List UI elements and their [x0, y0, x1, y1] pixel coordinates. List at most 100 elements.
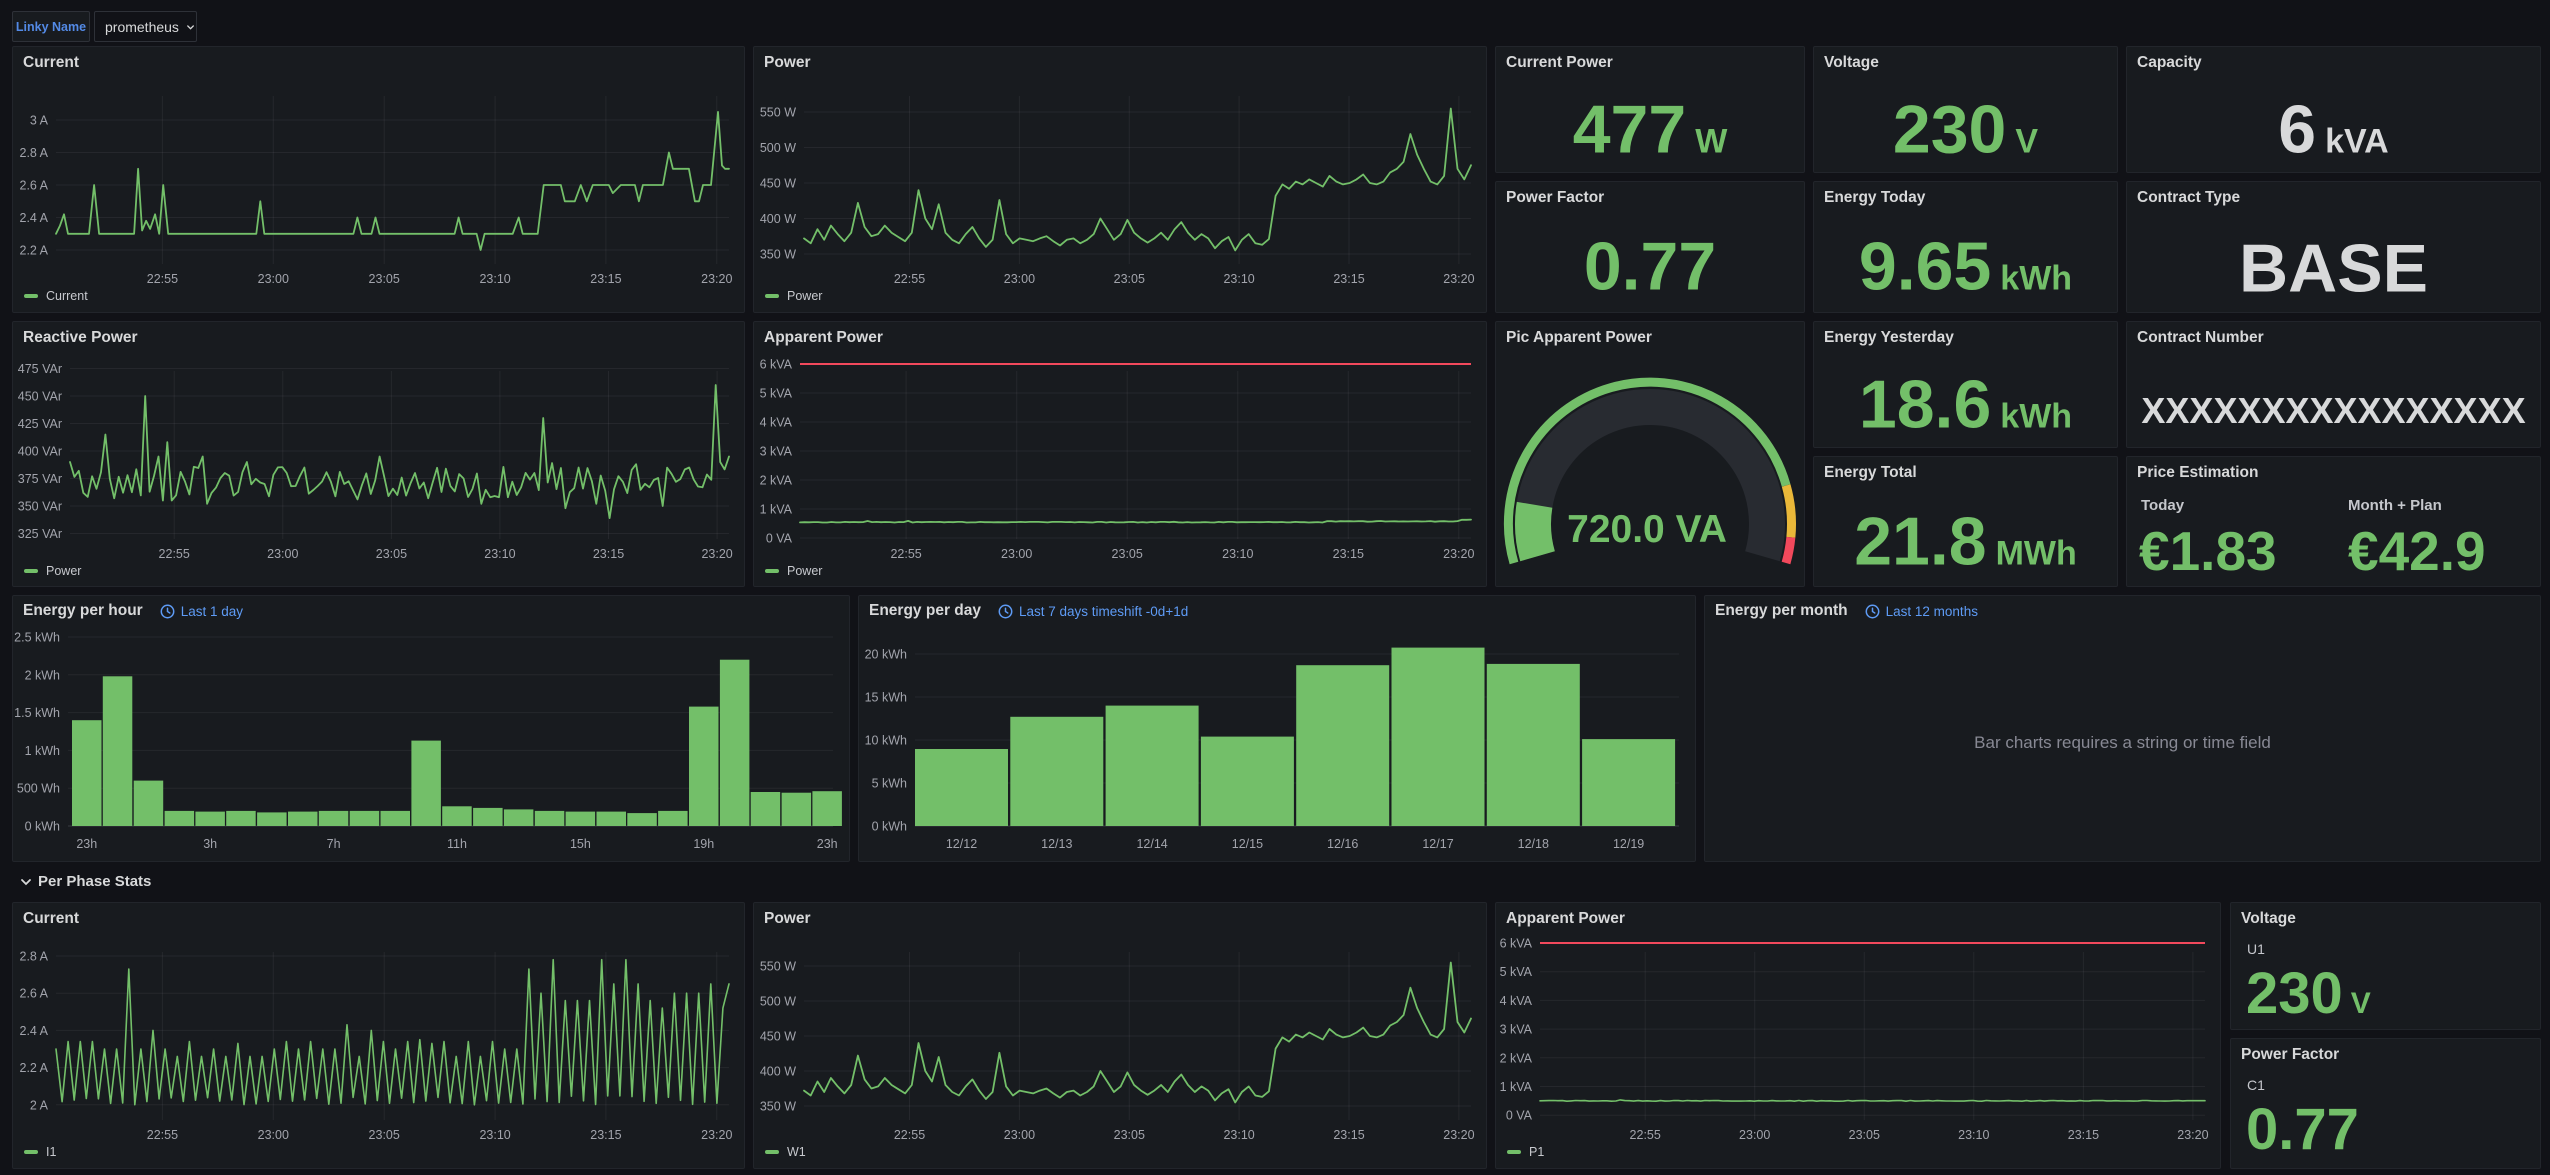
svg-text:20 kWh: 20 kWh — [865, 648, 907, 662]
svg-text:475 VAr: 475 VAr — [18, 362, 62, 376]
svg-text:23:00: 23:00 — [1004, 272, 1035, 286]
svg-text:7h: 7h — [327, 837, 341, 851]
svg-text:23:10: 23:10 — [1223, 1128, 1254, 1142]
svg-text:22:55: 22:55 — [894, 272, 925, 286]
svg-text:1 kWh: 1 kWh — [25, 744, 60, 758]
svg-text:6 kVA: 6 kVA — [1500, 937, 1533, 951]
svg-text:23h: 23h — [817, 837, 838, 851]
svg-text:5 kWh: 5 kWh — [872, 777, 907, 791]
svg-text:2 kWh: 2 kWh — [25, 668, 60, 682]
svg-text:22:55: 22:55 — [890, 547, 921, 561]
svg-text:12/12: 12/12 — [946, 837, 977, 851]
svg-text:23:15: 23:15 — [593, 547, 624, 561]
svg-text:1 kVA: 1 kVA — [1500, 1080, 1533, 1094]
svg-text:23:00: 23:00 — [267, 547, 298, 561]
svg-text:450 W: 450 W — [760, 1030, 796, 1044]
svg-text:0 kWh: 0 kWh — [872, 820, 907, 834]
svg-text:23:05: 23:05 — [1114, 1128, 1145, 1142]
svg-text:350 VAr: 350 VAr — [18, 500, 62, 514]
svg-text:2.4 A: 2.4 A — [20, 211, 49, 225]
svg-text:12/19: 12/19 — [1613, 837, 1644, 851]
svg-text:23:20: 23:20 — [1443, 1128, 1474, 1142]
svg-text:19h: 19h — [693, 837, 714, 851]
svg-text:23:05: 23:05 — [1112, 547, 1143, 561]
svg-text:1 kVA: 1 kVA — [760, 503, 793, 517]
svg-text:23:20: 23:20 — [701, 1128, 732, 1142]
svg-text:23:05: 23:05 — [1849, 1128, 1880, 1142]
svg-text:23:20: 23:20 — [701, 547, 732, 561]
svg-text:1.5 kWh: 1.5 kWh — [14, 706, 60, 720]
svg-text:22:55: 22:55 — [147, 1128, 178, 1142]
svg-text:350 W: 350 W — [760, 1100, 796, 1114]
svg-text:23:15: 23:15 — [2068, 1128, 2099, 1142]
svg-text:23:00: 23:00 — [258, 272, 289, 286]
svg-text:23:15: 23:15 — [1333, 547, 1364, 561]
svg-text:2.4 A: 2.4 A — [20, 1024, 49, 1038]
svg-text:23:00: 23:00 — [258, 1128, 289, 1142]
svg-text:2 kVA: 2 kVA — [1500, 1051, 1533, 1065]
svg-text:400 W: 400 W — [760, 212, 796, 226]
svg-text:23:10: 23:10 — [1223, 272, 1254, 286]
svg-text:23:20: 23:20 — [1443, 272, 1474, 286]
svg-text:550 W: 550 W — [760, 106, 796, 120]
svg-text:23h: 23h — [76, 837, 97, 851]
svg-text:23:10: 23:10 — [479, 272, 510, 286]
svg-text:11h: 11h — [447, 837, 467, 851]
svg-text:23:05: 23:05 — [1114, 272, 1145, 286]
svg-text:2.2 A: 2.2 A — [20, 1061, 49, 1075]
svg-text:23:10: 23:10 — [479, 1128, 510, 1142]
svg-text:23:20: 23:20 — [701, 272, 732, 286]
svg-text:23:00: 23:00 — [1739, 1128, 1770, 1142]
svg-text:450 W: 450 W — [760, 177, 796, 191]
svg-text:23:05: 23:05 — [369, 1128, 400, 1142]
svg-text:2.5 kWh: 2.5 kWh — [14, 631, 60, 645]
svg-text:3 A: 3 A — [30, 114, 49, 128]
svg-text:23:05: 23:05 — [376, 547, 407, 561]
svg-text:450 VAr: 450 VAr — [18, 390, 62, 404]
svg-text:325 VAr: 325 VAr — [18, 527, 62, 541]
svg-text:0 VA: 0 VA — [766, 532, 793, 546]
svg-text:22:55: 22:55 — [159, 547, 190, 561]
svg-text:400 W: 400 W — [760, 1065, 796, 1079]
svg-text:23:10: 23:10 — [484, 547, 515, 561]
svg-text:12/13: 12/13 — [1041, 837, 1072, 851]
svg-text:4 kVA: 4 kVA — [760, 416, 793, 430]
svg-text:23:10: 23:10 — [1958, 1128, 1989, 1142]
svg-text:15h: 15h — [570, 837, 591, 851]
svg-text:720.0 VA: 720.0 VA — [1567, 508, 1727, 551]
svg-text:23:05: 23:05 — [369, 272, 400, 286]
svg-text:2.8 A: 2.8 A — [20, 950, 49, 964]
svg-text:500 W: 500 W — [760, 141, 796, 155]
svg-text:0 kWh: 0 kWh — [25, 820, 60, 834]
svg-text:12/16: 12/16 — [1327, 837, 1358, 851]
svg-text:500 W: 500 W — [760, 995, 796, 1009]
svg-text:2 kVA: 2 kVA — [760, 474, 793, 488]
svg-text:12/14: 12/14 — [1136, 837, 1167, 851]
svg-text:0 VA: 0 VA — [1506, 1109, 1533, 1123]
svg-text:23:15: 23:15 — [590, 272, 621, 286]
svg-text:2.2 A: 2.2 A — [20, 244, 49, 258]
svg-text:400 VAr: 400 VAr — [18, 445, 62, 459]
svg-text:23:15: 23:15 — [1333, 272, 1364, 286]
svg-text:5 kVA: 5 kVA — [760, 387, 793, 401]
svg-text:3 kVA: 3 kVA — [1500, 1023, 1533, 1037]
svg-text:22:55: 22:55 — [894, 1128, 925, 1142]
svg-text:4 kVA: 4 kVA — [1500, 994, 1533, 1008]
svg-text:2.6 A: 2.6 A — [20, 179, 49, 193]
svg-text:12/18: 12/18 — [1518, 837, 1549, 851]
svg-text:350 W: 350 W — [760, 248, 796, 262]
svg-text:23:00: 23:00 — [1004, 1128, 1035, 1142]
svg-text:6 kVA: 6 kVA — [760, 358, 793, 372]
svg-text:3 kVA: 3 kVA — [760, 445, 793, 459]
svg-text:10 kWh: 10 kWh — [865, 734, 907, 748]
svg-text:12/17: 12/17 — [1422, 837, 1453, 851]
svg-text:12/15: 12/15 — [1232, 837, 1263, 851]
svg-text:2 A: 2 A — [30, 1098, 49, 1112]
svg-text:15 kWh: 15 kWh — [865, 691, 907, 705]
svg-text:23:20: 23:20 — [1443, 547, 1474, 561]
svg-text:23:10: 23:10 — [1222, 547, 1253, 561]
svg-text:425 VAr: 425 VAr — [18, 417, 62, 431]
svg-text:375 VAr: 375 VAr — [18, 472, 62, 486]
svg-text:22:55: 22:55 — [1630, 1128, 1661, 1142]
svg-text:5 kVA: 5 kVA — [1500, 965, 1533, 979]
